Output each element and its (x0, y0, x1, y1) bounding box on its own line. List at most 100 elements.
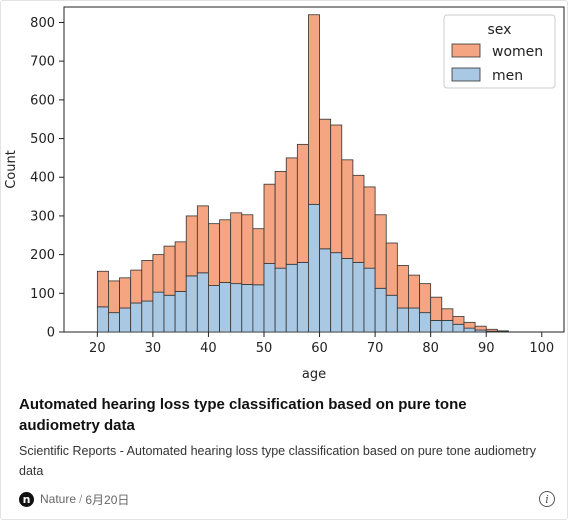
bar-men-68 (363, 267, 376, 333)
x-tick-label-60: 60 (311, 341, 328, 356)
x-tick-label-100: 100 (529, 341, 554, 356)
bar-men-42 (219, 282, 232, 333)
bar-men-44 (230, 283, 243, 333)
bar-men-66 (352, 261, 365, 333)
source-name[interactable]: Nature (40, 492, 77, 506)
bar-men-84 (452, 323, 465, 333)
bar-men-32 (163, 294, 176, 333)
bar-men-56 (296, 261, 309, 333)
x-tick-label-80: 80 (422, 341, 439, 356)
bar-women-66 (352, 174, 365, 263)
bar-women-60 (319, 118, 332, 250)
bar-women-56 (296, 143, 309, 263)
bar-women-86 (463, 321, 476, 329)
bar-women-38 (196, 205, 209, 274)
bar-women-28 (141, 260, 154, 302)
bar-women-90 (485, 328, 498, 332)
bar-men-26 (130, 302, 143, 333)
bar-men-74 (396, 307, 409, 333)
bar-men-60 (319, 248, 332, 333)
bar-men-82 (441, 319, 454, 333)
bar-women-20 (96, 270, 109, 308)
bar-women-46 (241, 214, 254, 285)
legend-title: sex (488, 22, 512, 38)
source-row: n Nature / 6月20日 (19, 490, 129, 508)
x-tick-label-20: 20 (89, 341, 106, 356)
source-separator: / (79, 492, 83, 506)
bar-women-44 (230, 212, 243, 285)
bar-women-42 (219, 219, 232, 283)
bar-men-70 (374, 287, 387, 333)
bar-men-78 (419, 312, 432, 333)
bar-women-34 (174, 241, 187, 292)
bar-women-76 (408, 274, 420, 309)
bar-women-26 (130, 269, 143, 304)
bar-men-36 (185, 275, 198, 333)
bar-men-28 (141, 300, 154, 333)
y-tick-label-200: 200 (30, 248, 55, 263)
bar-men-58 (308, 203, 320, 333)
bar-men-38 (196, 272, 209, 333)
bar-women-70 (374, 214, 387, 289)
article-description: Scientific Reports - Automated hearing l… (19, 444, 536, 478)
legend-label-women: women (492, 44, 543, 60)
bar-men-54 (285, 263, 298, 333)
bar-men-52 (274, 267, 287, 333)
bar-women-72 (385, 242, 398, 296)
nature-logo-icon: n (19, 491, 34, 507)
bar-women-52 (274, 171, 287, 269)
bar-women-62 (330, 124, 343, 254)
bar-men-20 (96, 306, 109, 333)
legend-swatch-women (451, 43, 481, 58)
bar-men-64 (341, 258, 354, 333)
bar-men-24 (119, 307, 132, 333)
x-tick-label-90: 90 (478, 341, 495, 356)
bar-men-50 (263, 263, 276, 333)
bar-men-34 (174, 290, 187, 333)
bar-women-78 (419, 283, 432, 314)
bar-women-58 (308, 14, 320, 205)
publish-date: 6月20日 (85, 492, 130, 507)
bar-men-72 (385, 294, 398, 333)
y-tick-label-800: 800 (30, 16, 55, 31)
bar-men-40 (208, 285, 220, 333)
y-tick-label-500: 500 (30, 132, 55, 147)
bar-women-36 (185, 215, 198, 277)
y-tick-label-400: 400 (30, 171, 55, 186)
x-tick-label-40: 40 (200, 341, 217, 356)
bar-men-76 (408, 307, 420, 333)
bar-women-74 (396, 265, 409, 309)
info-icon[interactable]: i (539, 491, 555, 507)
y-tick-label-700: 700 (30, 55, 55, 70)
x-tick-label-70: 70 (367, 341, 384, 356)
bar-women-88 (474, 325, 487, 331)
bar-women-24 (119, 277, 132, 309)
y-tick-label-0: 0 (47, 326, 55, 341)
y-axis-label: Count (4, 150, 19, 189)
y-tick-label-600: 600 (30, 93, 55, 108)
legend-swatch-men (451, 67, 481, 82)
article-title[interactable]: Automated hearing loss type classificati… (19, 396, 467, 434)
bar-women-48 (252, 228, 265, 286)
bar-women-22 (108, 280, 120, 314)
bar-men-22 (108, 312, 120, 333)
bar-women-82 (441, 308, 454, 321)
histogram-chart: 20 30 40 50 60 70 80 90 100 0 100 200 300 400 500 600 70… (4, 6, 565, 382)
bar-men-48 (252, 284, 265, 333)
legend-label-men: men (492, 68, 523, 84)
bar-women-50 (263, 183, 276, 264)
bar-women-68 (363, 186, 376, 269)
y-tick-label-100: 100 (30, 287, 55, 302)
bar-women-84 (452, 316, 465, 325)
bar-men-30 (152, 291, 165, 333)
bar-men-86 (463, 327, 476, 333)
y-tick-label-300: 300 (30, 209, 55, 224)
bar-women-32 (163, 245, 176, 296)
x-tick-label-30: 30 (145, 341, 162, 356)
bar-men-80 (430, 319, 443, 333)
bar-women-80 (430, 296, 443, 321)
bar-women-30 (152, 254, 165, 293)
bar-men-46 (241, 284, 254, 333)
chart-area: 20 30 40 50 60 70 80 90 100 0 100 200 300 400 500 600 70… (1, 1, 567, 385)
